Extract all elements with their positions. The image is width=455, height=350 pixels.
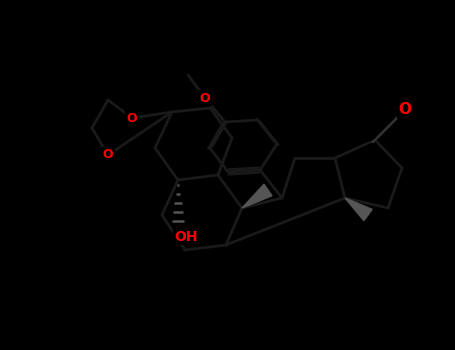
Polygon shape	[242, 184, 272, 208]
Text: OH: OH	[174, 230, 198, 244]
Polygon shape	[345, 198, 372, 220]
Text: O: O	[126, 112, 137, 125]
Text: O: O	[103, 148, 113, 161]
Text: O: O	[399, 103, 411, 118]
Text: O: O	[200, 91, 210, 105]
